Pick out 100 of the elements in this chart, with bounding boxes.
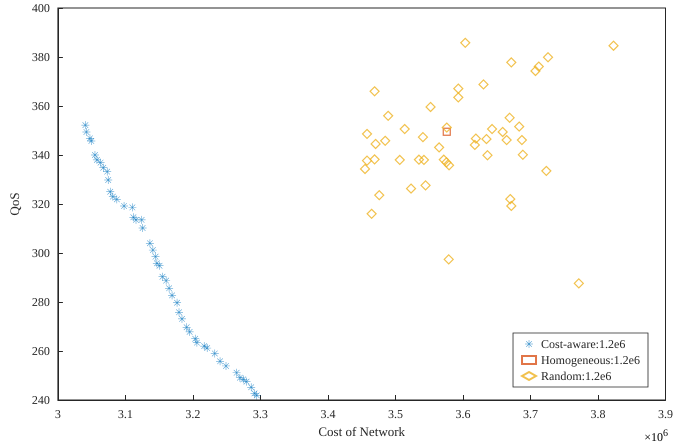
- point: [453, 92, 464, 103]
- point: [453, 84, 464, 94]
- legend-label: Cost-aware:1.2e6: [541, 337, 626, 351]
- y-tick-label: 280: [32, 295, 50, 309]
- point: [406, 183, 416, 194]
- point: [498, 126, 508, 138]
- point: [173, 298, 182, 307]
- point: [168, 291, 176, 300]
- point: [441, 157, 452, 168]
- y-tick-label: 320: [32, 197, 50, 211]
- x-axis-title: Cost of Network: [318, 424, 406, 439]
- text: ×10$^{6}$: [644, 428, 668, 444]
- point: [608, 40, 619, 51]
- point: [87, 137, 96, 146]
- y-tick-label: 400: [32, 1, 50, 15]
- point: [482, 150, 493, 160]
- point: [506, 57, 516, 68]
- point: [442, 122, 452, 133]
- point: [128, 203, 136, 212]
- legend-label: Homogeneous:1.2e6: [541, 353, 640, 367]
- point: [210, 349, 219, 358]
- point: [478, 79, 489, 90]
- x-tick-label: 3.5: [388, 407, 403, 421]
- point: [574, 278, 584, 288]
- point: [152, 252, 160, 261]
- y-tick-label: 380: [32, 50, 50, 64]
- point: [470, 140, 480, 150]
- point: [442, 128, 451, 136]
- point: [420, 180, 431, 190]
- point: [460, 38, 470, 48]
- y-tick-label: 360: [32, 99, 50, 113]
- point: [112, 195, 121, 204]
- point: [203, 344, 212, 352]
- point: [232, 368, 241, 377]
- y-tick-label: 300: [32, 246, 50, 260]
- x-tick-label: 3.2: [185, 407, 200, 421]
- point: [158, 272, 166, 281]
- legend-label: Random:1.2e6: [541, 369, 612, 383]
- x-tick-label: 3.9: [658, 407, 673, 421]
- point: [434, 142, 444, 153]
- point: [444, 160, 454, 170]
- point: [516, 134, 528, 146]
- point: [438, 154, 449, 165]
- point: [138, 216, 146, 224]
- point: [162, 276, 170, 285]
- point: [92, 156, 101, 164]
- point: [192, 338, 201, 347]
- x-tick-label: 3.1: [118, 407, 133, 421]
- point: [148, 246, 157, 254]
- point: [486, 124, 498, 134]
- point: [362, 128, 372, 140]
- point: [506, 200, 516, 212]
- point: [530, 66, 541, 76]
- point: [103, 168, 112, 176]
- x-tick-label: 3.6: [455, 407, 470, 421]
- point: [534, 61, 544, 72]
- y-tick-label: 260: [32, 344, 50, 358]
- x-tick-label: 3.4: [320, 407, 336, 421]
- point: [541, 166, 552, 176]
- point: [502, 134, 512, 146]
- point: [156, 262, 164, 270]
- point: [425, 102, 436, 112]
- point: [165, 284, 174, 292]
- point: [518, 150, 528, 160]
- point: [370, 138, 381, 150]
- y-axis-title: QoS: [7, 192, 22, 216]
- x-tick-label: 3.7: [522, 407, 538, 421]
- point: [504, 112, 515, 123]
- x-tick-label: 3: [54, 407, 61, 421]
- point: [400, 124, 410, 134]
- point: [394, 154, 405, 165]
- point: [175, 308, 184, 316]
- point: [380, 136, 390, 146]
- point: [505, 194, 516, 204]
- point: [374, 190, 384, 200]
- point: [542, 52, 554, 62]
- point: [383, 110, 394, 121]
- point: [470, 133, 481, 144]
- point: [216, 357, 224, 366]
- point: [362, 156, 372, 166]
- point: [108, 192, 117, 201]
- point: [481, 134, 492, 144]
- point: [81, 121, 90, 130]
- point: [418, 132, 428, 142]
- point: [146, 239, 154, 248]
- point: [369, 154, 380, 165]
- point: [369, 86, 380, 96]
- point: [366, 208, 377, 219]
- point: [444, 254, 454, 264]
- point: [414, 154, 424, 165]
- point: [360, 164, 370, 174]
- y-tick-label: 240: [32, 393, 50, 407]
- point: [186, 328, 194, 336]
- point: [418, 154, 430, 165]
- point: [514, 121, 524, 132]
- point: [200, 342, 208, 350]
- point: [104, 176, 112, 184]
- y-tick-label: 340: [32, 148, 50, 162]
- x-tick-label: 3.3: [252, 407, 268, 421]
- x-tick-label: 3.8: [590, 407, 606, 421]
